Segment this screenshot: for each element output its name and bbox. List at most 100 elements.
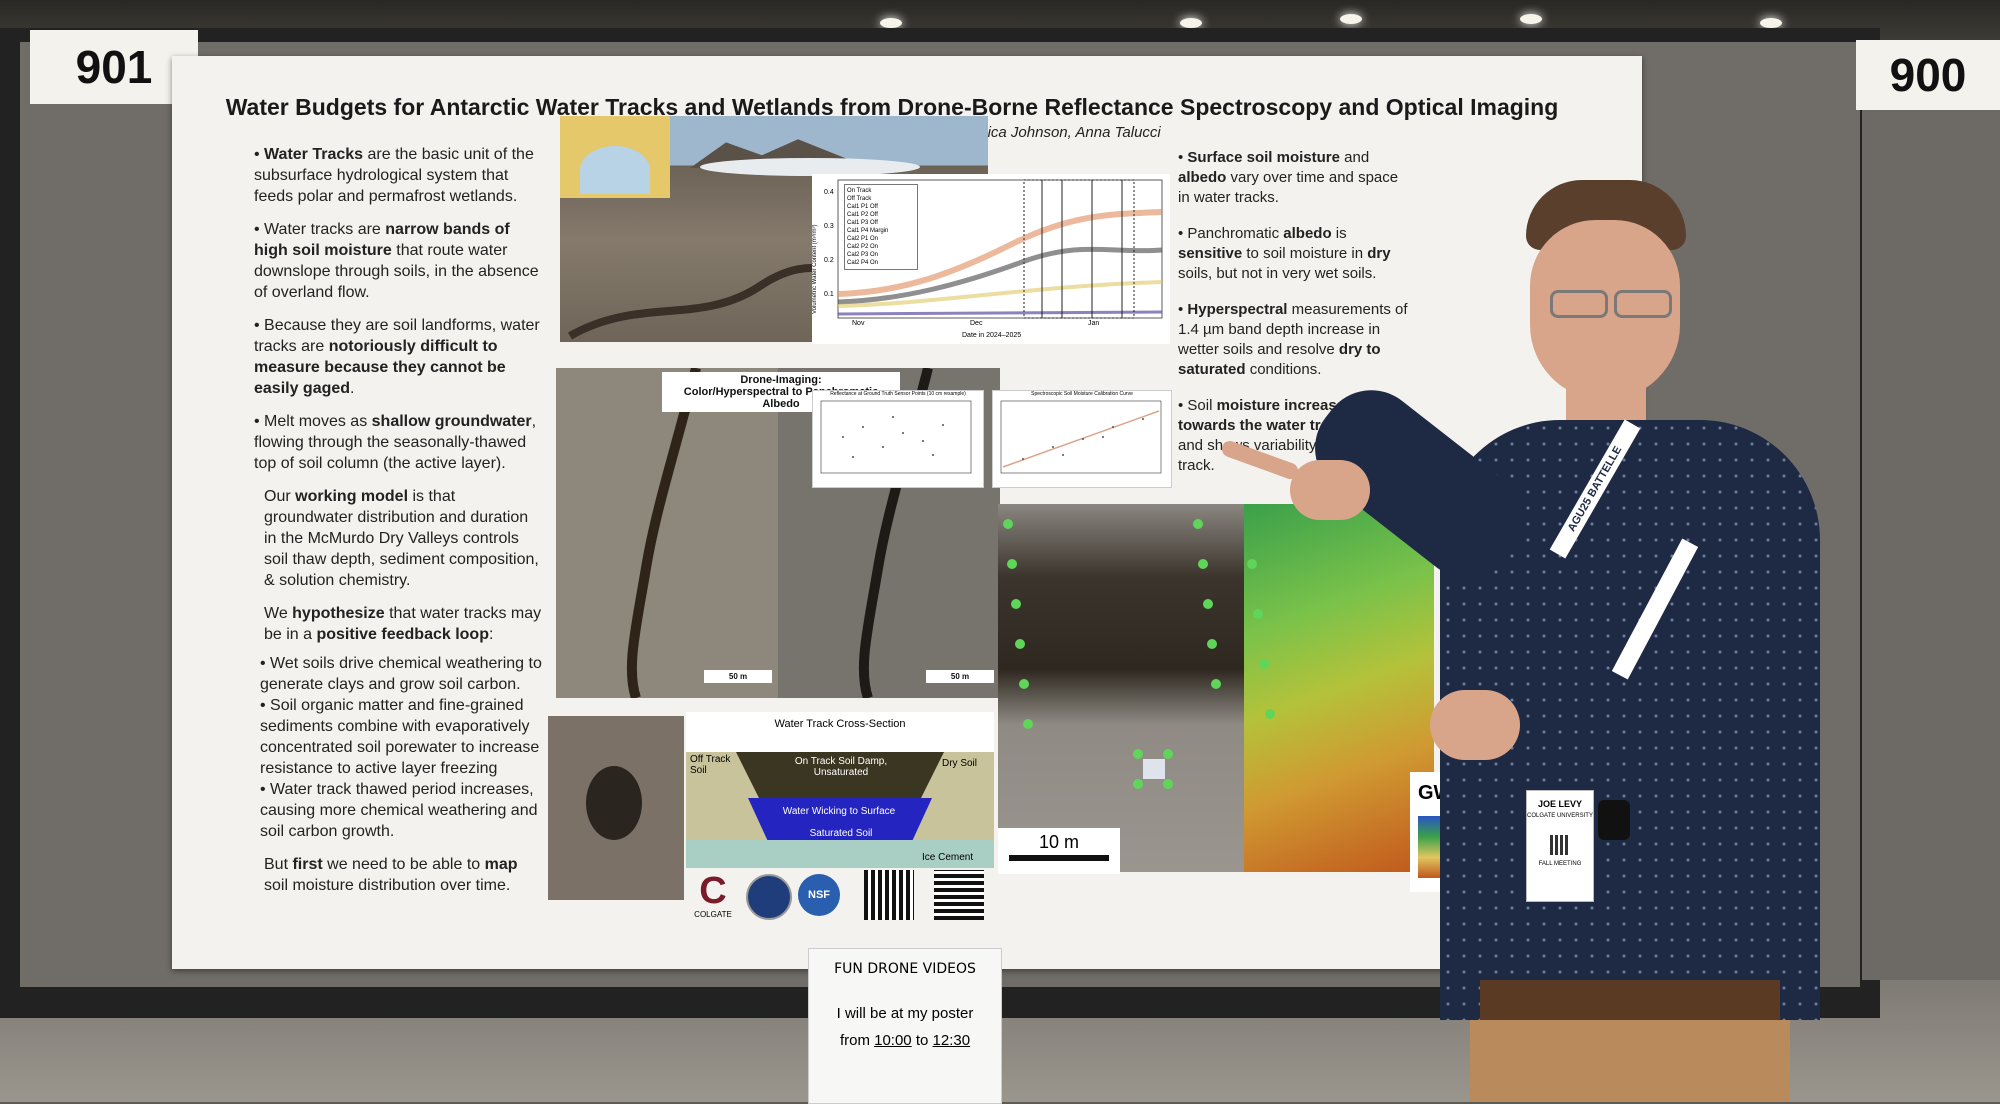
bullet-2: Soil organic matter and fine-grained sed…	[260, 697, 540, 777]
sign-line-2: I will be at my poster	[836, 1005, 974, 1022]
drone-image-color	[556, 368, 778, 698]
sign-line-3: from 10:00 to 12:30	[809, 1032, 1001, 1049]
bullet-1: Wet soils drive chemical weathering to g…	[260, 655, 542, 693]
badge-name: JOE LEVY	[1537, 799, 1582, 809]
legend-entry: Cal2 P4 On	[847, 260, 879, 266]
gwc-color-ramp	[1418, 816, 1440, 878]
p7-bold-1: first	[292, 856, 323, 873]
legend-entry: Cal1 P1 Off	[847, 204, 878, 210]
r1-text-end: vary over time and space in water tracks…	[1178, 169, 1399, 206]
sign-from-time: 10:00	[874, 1032, 912, 1049]
r2-bold-3: dry	[1367, 245, 1391, 262]
r3-text-end: conditions.	[1245, 361, 1322, 378]
smartwatch	[1598, 800, 1630, 840]
sign-from-word: from	[839, 1032, 875, 1049]
legend-entry: Cal2 P1 On	[847, 236, 879, 242]
booth-number-right: 900	[1856, 40, 2000, 110]
badge-qr	[1550, 835, 1570, 855]
legend-entry: Cal1 P3 Off	[847, 220, 878, 226]
qr-code-1[interactable]	[864, 870, 914, 920]
r1-bold-1: Surface soil moisture	[1187, 149, 1340, 166]
ceiling-light	[1180, 18, 1202, 28]
p4-bold: shallow groundwater	[371, 413, 532, 430]
name-badge: JOE LEVY COLGATE UNIVERSITY FALL MEETING	[1526, 790, 1594, 902]
poster: Water Budgets for Antarctic Water Tracks…	[172, 56, 1642, 969]
pointing-finger	[1219, 438, 1301, 482]
r1-text: and	[1339, 149, 1370, 166]
x-tick-jan: Jan	[1088, 320, 1100, 327]
p6-text-mid: that water tracks may be in a	[264, 605, 542, 643]
left-text-column: • Water Tracks are the basic unit of the…	[254, 146, 542, 894]
p1-bold: Water Tracks	[264, 146, 364, 163]
qr-code-2[interactable]	[934, 870, 984, 920]
right-text-column: • Surface soil moisture and albedo vary …	[1178, 149, 1408, 474]
r3-bold-1: Hyperspectral	[1187, 301, 1288, 318]
saturated-soil-layer	[748, 798, 932, 846]
r2-text-3: to soil moisture in	[1242, 245, 1368, 262]
p6-text-end: :	[488, 626, 494, 643]
scatter1-svg	[820, 400, 972, 474]
p7-text-end: soil moisture distribution over time.	[264, 877, 511, 894]
badge-footer: FALL MEETING	[1538, 861, 1582, 867]
y-axis-label: Volumetric Water Content (m³/m³)	[812, 224, 818, 314]
legend-entry: Cal1 P2 Off	[847, 212, 878, 218]
presenter: AGU25 BATTELLE JOE LEVY COLGATE UNIVERSI…	[1219, 180, 2000, 1102]
sign-to-word: to	[911, 1032, 933, 1049]
presenter-pants	[1470, 1020, 1790, 1102]
cross-section-diagram: Water Track Cross-Section Off Track Soil…	[686, 712, 994, 868]
r2-bold-1: albedo	[1283, 225, 1332, 242]
scatter2-title: Spectroscopic Soil Moisture Calibration …	[1031, 391, 1133, 397]
p4-text: Melt moves as	[264, 413, 372, 430]
legend-entry: Cal1 P4 Margin	[847, 228, 889, 234]
cross-section-title: Water Track Cross-Section	[774, 718, 906, 730]
ice-cement-layer	[686, 840, 994, 868]
ceiling-light	[1520, 14, 1542, 24]
p5-text: Our	[264, 488, 296, 505]
p1-text: are the basic unit of the subsurface hyd…	[254, 146, 534, 205]
r2-bold-2: sensitive	[1178, 245, 1243, 262]
p6-text: We	[264, 605, 293, 622]
soil-pit-photo	[548, 716, 684, 900]
badge-org: COLGATE UNIVERSITY	[1527, 813, 1593, 819]
scatter2-svg	[1000, 400, 1162, 474]
neighbor-board	[1862, 40, 2000, 980]
presenter-right-hand	[1430, 690, 1520, 760]
timeseries-legend: On Track Off Track Cal1 P1 Off Cal1 P2 O…	[844, 184, 918, 270]
on-track-label: On Track Soil Damp, Unsaturated	[794, 756, 888, 778]
drone-map-gwc	[1244, 504, 1434, 872]
legend-entry: On Track	[847, 188, 872, 194]
poster-title: Water Budgets for Antarctic Water Tracks…	[225, 94, 1559, 120]
x-tick-dec: Dec	[970, 320, 983, 327]
y-tick: 0.2	[824, 257, 834, 264]
y-tick: 0.4	[824, 189, 834, 196]
p4-text-end: , flowing through the seasonally-thawed …	[254, 413, 537, 472]
ceiling-light	[1340, 14, 1362, 24]
off-track-label: Off Track Soil	[690, 754, 731, 776]
r1-bold-2: albedo	[1178, 169, 1227, 186]
legend-entry: Cal2 P2 On	[847, 244, 879, 250]
legend-entry: Cal2 P3 On	[847, 252, 879, 258]
p2-bold: narrow bands of high soil moisture	[254, 221, 510, 259]
booth-number-left: 901	[30, 30, 198, 104]
x-axis-label: Date in 2024–2025	[962, 332, 1022, 339]
wicking-label: Water Wicking to Surface	[782, 806, 896, 817]
reflectance-scatter-plot: Reflectance at Ground Truth Sensor Point…	[812, 390, 984, 488]
nsf-logo: NSF	[798, 874, 840, 916]
y-tick: 0.1	[824, 291, 834, 298]
saturated-label: Saturated Soil	[809, 828, 873, 839]
colgate-logo: C COLGATE	[688, 872, 738, 919]
sign-to-time: 12:30	[932, 1032, 971, 1049]
y-tick: 0.3	[824, 223, 834, 230]
p6-bold-1: hypothesize	[292, 605, 385, 622]
bullet-3: Water track thawed period increases, cau…	[260, 781, 538, 840]
on-track-soil-layer	[736, 752, 944, 802]
soil-moisture-timeseries-chart: On Track Off Track Cal1 P1 Off Cal1 P2 O…	[812, 174, 1170, 344]
p5-text-end: is that groundwater distribution and dur…	[264, 488, 539, 589]
map-scale-label: 10 m	[1038, 832, 1080, 852]
r2-text-2: is	[1331, 225, 1347, 242]
drone-caption-line1: Drone-Imaging:	[740, 374, 822, 386]
glasses-right-lens	[1614, 290, 1672, 318]
ceiling-light	[880, 18, 902, 28]
p2-text-end: that route water downslope through soils…	[254, 242, 539, 301]
handwritten-sign: FUN DRONE VIDEOS I will be at my poster …	[808, 948, 1002, 1104]
